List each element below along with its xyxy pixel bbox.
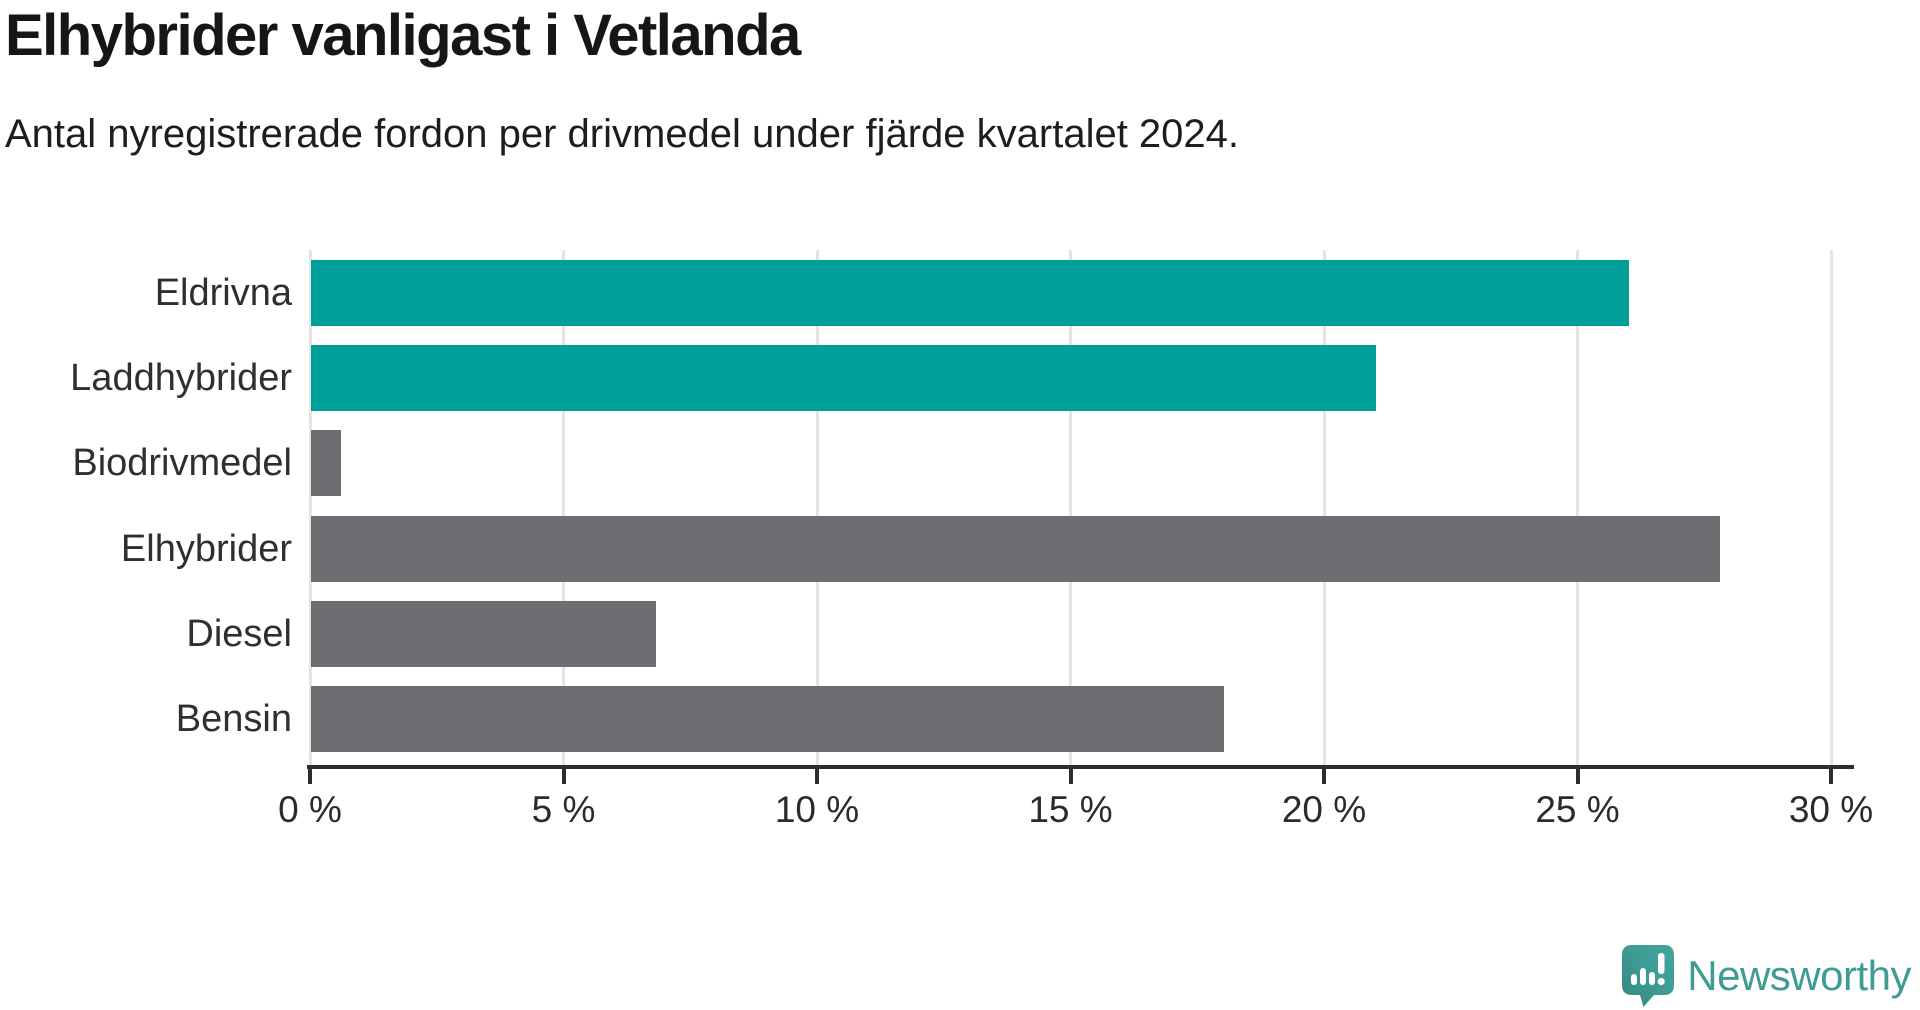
x-axis-tick-label: 30 % — [1788, 789, 1874, 830]
x-axis-tick — [561, 769, 566, 784]
x-axis-tick-label: 15 % — [1028, 789, 1113, 830]
gridline — [1069, 250, 1072, 765]
x-axis-tick — [308, 769, 312, 784]
bar — [311, 430, 342, 497]
chart-subtitle: Antal nyregistrerade fordon per drivmede… — [5, 112, 1240, 156]
gridline — [562, 250, 565, 765]
newsworthy-logo: Newsworthy — [1622, 945, 1911, 1007]
chart-title: Elhybrider vanligast i Vetlanda — [5, 3, 801, 68]
category-label: Eldrivna — [154, 272, 292, 314]
x-axis-tick-label: 0 % — [278, 789, 342, 830]
newsworthy-icon — [1622, 945, 1675, 1007]
category-label: Diesel — [186, 612, 292, 655]
x-axis-tick — [1575, 769, 1580, 784]
gridline — [308, 250, 312, 765]
category-label: Biodrivmedel — [72, 442, 292, 485]
bar — [311, 686, 1224, 752]
x-axis-tick — [815, 769, 819, 784]
category-label: Elhybrider — [120, 527, 292, 570]
x-axis-tick — [1829, 769, 1833, 784]
gridline — [1576, 250, 1579, 765]
x-axis-tick-label: 20 % — [1281, 789, 1367, 830]
x-axis-line — [307, 765, 1854, 769]
x-axis-tick-label: 5 % — [531, 789, 596, 830]
gridline — [1829, 250, 1833, 765]
gridline — [815, 250, 819, 765]
x-axis-tick-label: 10 % — [774, 789, 860, 830]
bar — [311, 260, 1630, 326]
bar — [311, 600, 656, 667]
category-label: Bensin — [175, 698, 292, 740]
gridline — [1322, 250, 1326, 765]
newsworthy-wordmark: Newsworthy — [1687, 952, 1911, 999]
x-axis-tick-label: 25 % — [1535, 789, 1620, 830]
x-axis-tick — [1322, 769, 1326, 784]
bar — [311, 345, 1376, 412]
x-axis-tick — [1068, 769, 1073, 784]
category-label: Laddhybrider — [70, 357, 292, 400]
bar — [311, 515, 1721, 582]
